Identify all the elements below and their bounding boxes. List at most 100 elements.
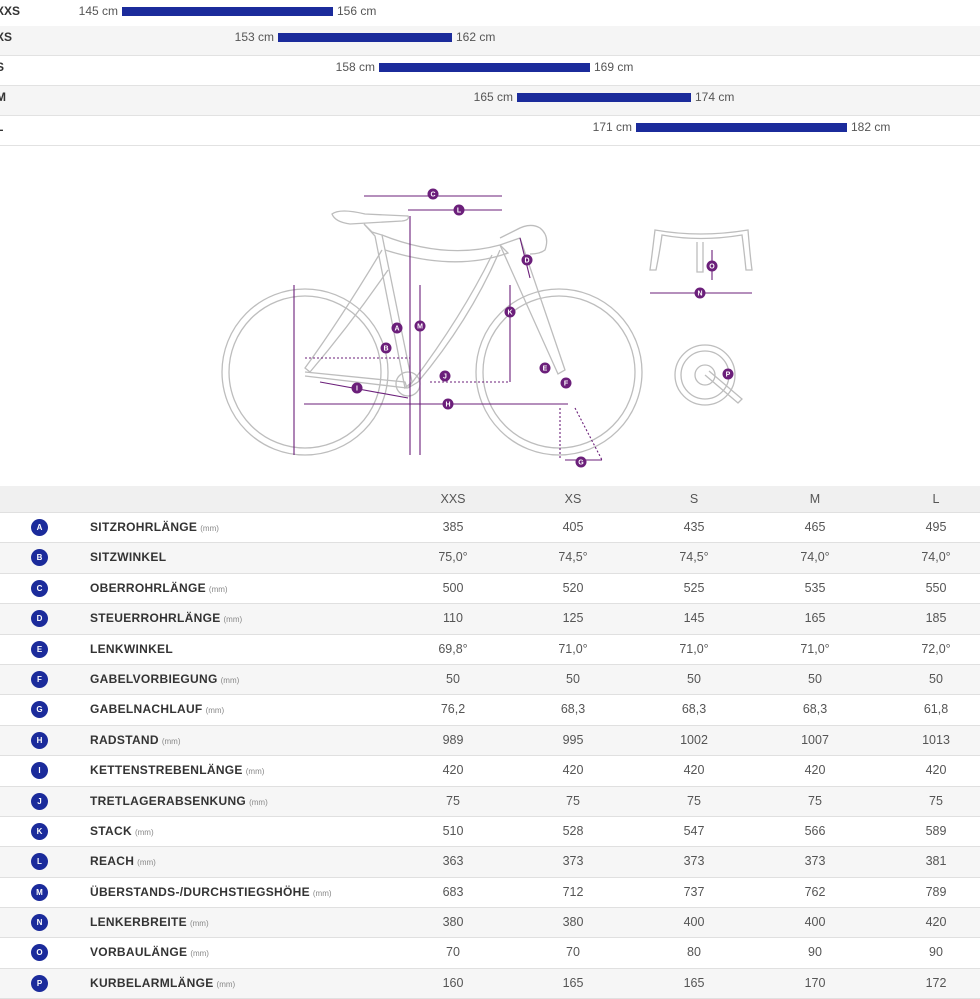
measure-label: STEUERROHRLÄNGE (mm) [90,604,242,634]
table-row: F GABELVORBIEGUNG (mm) 50 50 50 50 50 [0,664,980,696]
geometry-diagram: A B C D E F G H I J K L M N O P [0,150,980,480]
table-cell: 90 [929,945,943,960]
measure-unit: (mm) [200,524,219,533]
measure-name: SITZWINKEL [90,550,167,565]
diagram-marker-letter: K [507,310,512,317]
diagram-marker-letter: P [726,372,731,379]
diagram-marker-o: O [706,260,718,272]
diagram-marker-c: C [427,188,439,200]
table-cell: 420 [804,763,826,778]
measure-letter-badge: I [31,762,48,780]
diagram-marker-letter: N [697,291,702,298]
diagram-marker-letter: F [564,381,569,388]
table-cell: 75 [687,793,701,808]
measure-unit: (mm) [137,858,156,868]
table-cell: 50 [446,671,460,686]
table-row: J TRETLAGERABSENKUNG (mm) 75 75 75 75 75 [0,786,980,817]
table-cell: 125 [562,611,584,626]
measure-name: SITZROHRLÄNGE [90,520,198,534]
table-cell: 50 [808,671,822,686]
measure-label: STACK (mm) [90,817,154,847]
table-cell: 50 [929,671,943,686]
measure-letter-badge: A [31,519,48,536]
size-range-bar [122,7,333,16]
diagram-marker-letter: A [394,326,399,333]
table-cell: 160 [442,975,464,990]
column-header-xs: XS [564,492,582,506]
diagram-marker-letter: O [709,264,715,271]
table-cell: 70 [446,945,460,960]
size-range-bar [278,33,452,42]
table-cell: 510 [442,823,464,838]
table-cell: 520 [562,580,584,595]
table-cell: 566 [804,823,826,838]
table-cell: 71,0° [558,641,588,656]
measure-label: KETTENSTREBENLÄNGE (mm) [90,756,264,786]
diagram-marker-j: J [439,370,451,382]
table-cell: 90 [808,945,822,960]
table-row: K STACK (mm) 510 528 547 566 589 [0,817,980,848]
table-cell: 75 [929,793,943,808]
diagram-marker-k: K [504,306,516,318]
diagram-marker-letter: I [356,386,358,393]
table-row: A SITZROHRLÄNGE (mm) 385 405 435 465 495 [0,513,980,544]
measure-name: ÜBERSTANDS-/DURCHSTIEGSHÖHE [90,884,310,899]
measure-unit: (mm) [190,949,209,959]
size-range-min: 153 cm [234,30,274,44]
table-cell: 400 [683,915,705,930]
size-range-chart: XXS 145 cm 156 cm XS 153 cm 162 cm S 158 cm 169 … [0,0,980,146]
size-range-label: XXS [0,4,21,18]
measure-letter-badge: J [31,792,48,810]
measure-name: REACH [90,854,135,869]
diagram-marker-letter: G [578,460,584,467]
table-cell: 172 [925,975,947,990]
measure-unit: (mm) [205,706,225,716]
size-range-max: 156 cm [337,4,377,18]
table-cell: 995 [562,732,584,747]
size-range-max: 182 cm [851,120,891,134]
table-cell: 528 [562,823,584,838]
measure-unit: (mm) [216,979,236,989]
measure-unit: (mm) [245,767,265,777]
table-cell: 420 [683,763,705,778]
table-cell: 589 [925,823,947,838]
table-cell: 72,0° [921,641,951,656]
size-range-bar [379,63,590,72]
dimension-lines [293,195,752,461]
measure-name: RADSTAND [90,732,159,747]
table-cell: 380 [562,915,584,930]
measure-letter-badge: C [31,579,48,597]
table-cell: 420 [925,763,947,778]
table-cell: 420 [925,915,947,930]
table-cell: 535 [804,580,826,595]
table-cell: 363 [442,854,464,869]
table-row: B SITZWINKEL 75,0° 74,5° 74,5° 74,0° 74,0° [0,543,980,574]
table-cell: 1002 [680,732,708,747]
measure-unit: (mm) [223,615,243,625]
diagram-marker-letter: M [417,324,423,331]
measure-letter-badge: D [31,610,48,628]
table-cell: 737 [683,884,705,899]
diagram-marker-g: G [575,456,587,468]
measure-name: GABELVORBIEGUNG [90,671,218,686]
table-row: O VORBAULÄNGE (mm) 70 70 80 90 90 [0,938,980,969]
table-cell: 762 [804,884,826,899]
size-range-bar [517,93,691,102]
column-header-l: L [932,492,940,506]
table-cell: 380 [442,915,464,930]
table-cell: 495 [925,520,947,534]
measure-name: LENKWINKEL [90,641,173,656]
table-cell: 69,8° [438,641,468,656]
measure-name: GABELNACHLAUF [90,702,203,717]
table-cell: 465 [804,520,826,534]
diagram-marker-letter: J [443,374,447,381]
measure-label: VORBAULÄNGE (mm) [90,938,209,968]
table-cell: 68,3 [560,702,586,717]
diagram-marker-letter: L [457,208,462,215]
table-cell: 145 [683,611,705,626]
table-row: H RADSTAND (mm) 989 995 1002 1007 1013 [0,725,980,757]
table-cell: 400 [804,915,826,930]
table-cell: 71,0° [679,641,709,656]
table-cell: 165 [804,611,826,626]
table-cell: 385 [442,520,464,534]
